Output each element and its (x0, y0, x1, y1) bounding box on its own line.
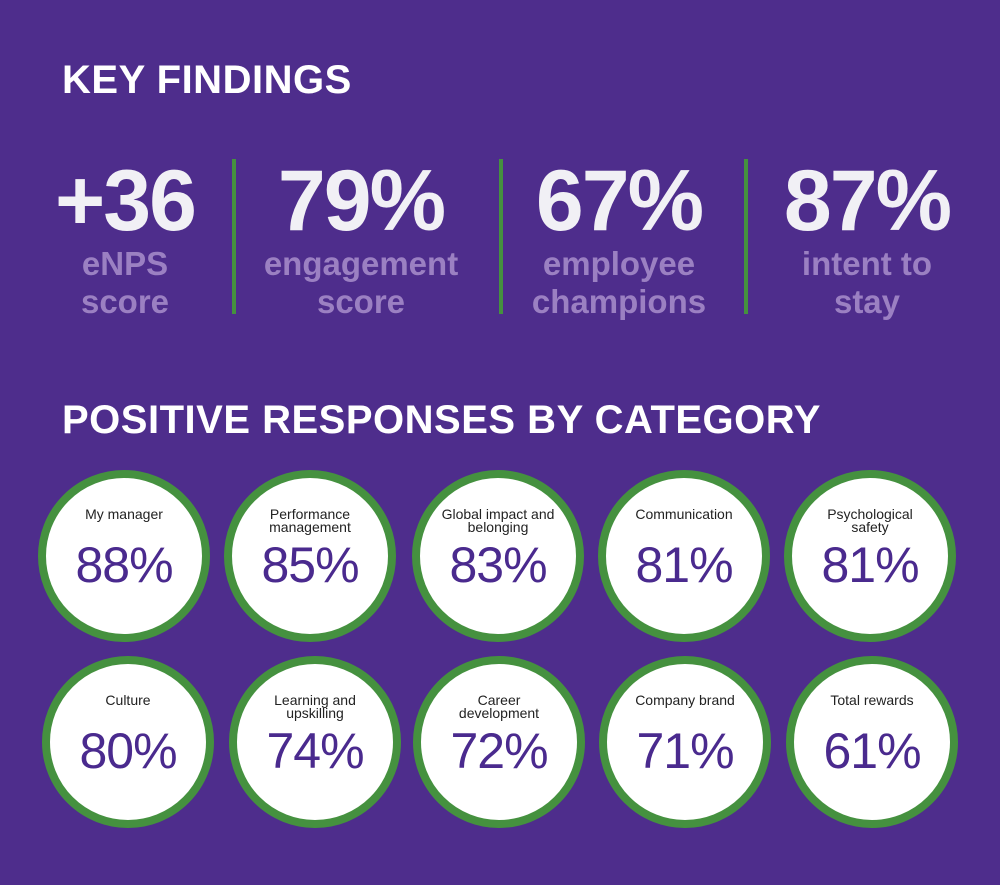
stat-label-line1: employee (542, 245, 696, 282)
category-company-brand: Company brand 71% (599, 656, 771, 828)
stat-label-line1: intent to (801, 245, 933, 282)
positive-responses-title: POSITIVE RESPONSES BY CATEGORY (62, 398, 821, 442)
category-culture: Culture 80% (42, 656, 214, 828)
category-career-development: Career development 72% (413, 656, 585, 828)
stat-value: +36 (55, 153, 197, 249)
stat-value: 79% (277, 153, 446, 249)
category-percent: 83% (449, 537, 547, 593)
category-label: Career development (458, 692, 540, 721)
category-label: Global impact and belonging (441, 506, 555, 535)
stat-enps: +36 eNPS score (10, 158, 240, 320)
divider (499, 159, 503, 314)
category-label: Learning and upskilling (274, 692, 356, 721)
key-findings-title: KEY FINDINGS (62, 58, 352, 102)
category-my-manager: My manager 88% (38, 470, 210, 642)
category-percent: 72% (450, 723, 548, 779)
category-label: Communication (635, 506, 733, 522)
category-label: Performance management (269, 506, 351, 535)
category-percent: 61% (823, 723, 921, 779)
category-communication: Communication 81% (598, 470, 770, 642)
category-label: Company brand (635, 692, 735, 708)
stat-value: 87% (783, 153, 952, 249)
category-percent: 80% (79, 723, 177, 779)
stat-label-line1: engagement (263, 245, 459, 282)
stat-label-line2: champions (531, 283, 707, 320)
stat-engagement: 79% engagement score (246, 158, 476, 320)
category-percent: 81% (821, 537, 919, 593)
stat-value: 67% (535, 153, 704, 249)
divider (744, 159, 748, 314)
stat-champions: 67% employee champions (504, 158, 734, 320)
category-performance-management: Performance management 85% (224, 470, 396, 642)
category-percent: 81% (635, 537, 733, 593)
category-label: Total rewards (830, 692, 914, 708)
category-percent: 85% (261, 537, 359, 593)
divider (232, 159, 236, 314)
stat-label-line2: stay (833, 283, 901, 320)
stat-label-line2: score (80, 283, 170, 320)
category-percent: 88% (75, 537, 173, 593)
stat-label-line1: eNPS (81, 245, 169, 282)
stat-label-line2: score (316, 283, 406, 320)
category-percent: 71% (636, 723, 734, 779)
category-label: My manager (85, 506, 163, 522)
category-psychological-safety: Psychological safety 81% (784, 470, 956, 642)
stat-intent-to-stay: 87% intent to stay (752, 158, 982, 320)
category-total-rewards: Total rewards 61% (786, 656, 958, 828)
category-label: Psychological safety (827, 506, 913, 535)
category-percent: 74% (266, 723, 364, 779)
category-global-impact: Global impact and belonging 83% (412, 470, 584, 642)
category-label: Culture (105, 692, 151, 708)
category-learning-upskilling: Learning and upskilling 74% (229, 656, 401, 828)
